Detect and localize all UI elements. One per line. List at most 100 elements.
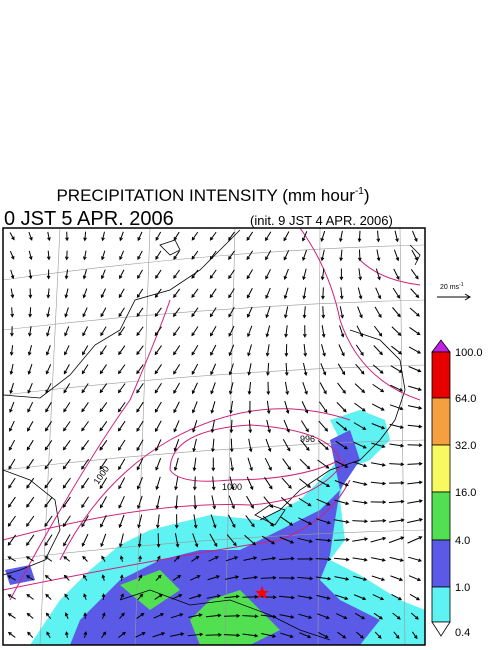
wind-arrow — [174, 505, 179, 510]
wind-arrow — [209, 269, 217, 279]
wind-arrow — [264, 477, 273, 489]
wind-arrow — [228, 313, 232, 318]
wind-arrow — [101, 256, 105, 261]
wind-arrow — [192, 428, 196, 433]
wind-arrow — [391, 326, 402, 336]
wind-arrow — [373, 612, 383, 620]
wind-arrow — [344, 596, 349, 601]
wind-arrow — [46, 294, 51, 299]
wind-arrow — [136, 485, 141, 490]
wind-arrow — [416, 313, 420, 317]
wind-arrow — [63, 383, 71, 393]
wind-arrow — [272, 556, 277, 561]
map-area: 1000 996 1000 — [3, 228, 425, 645]
wind-arrow — [371, 423, 385, 429]
wind-arrow — [29, 269, 32, 279]
wind-arrow — [261, 557, 276, 561]
wind-arrow — [281, 477, 292, 489]
wind-arrow — [45, 351, 50, 356]
wind-arrow — [235, 575, 240, 579]
wind-arrow — [321, 344, 326, 356]
wind-arrow — [262, 515, 274, 527]
wind-arrow — [261, 633, 276, 637]
wind-arrow — [375, 268, 381, 280]
wind-arrow — [417, 387, 422, 392]
wind-arrow — [136, 466, 141, 471]
wind-arrow — [246, 256, 251, 261]
wind-arrow — [83, 631, 88, 636]
wind-arrow — [118, 288, 125, 298]
wind-arrow — [315, 576, 331, 580]
wind-arrow — [248, 448, 253, 453]
wind-arrow — [136, 439, 144, 451]
wind-arrow — [334, 576, 349, 580]
wind-arrow — [63, 542, 67, 547]
wind-arrow — [9, 389, 13, 394]
wind-arrow — [284, 268, 289, 280]
wind-arrow — [45, 421, 53, 431]
wind-arrow — [47, 250, 50, 260]
wind-arrow — [178, 594, 183, 598]
wind-arrow — [10, 275, 15, 280]
wind-arrow — [191, 255, 196, 260]
wind-arrow — [118, 332, 122, 337]
wind-arrow — [119, 256, 123, 261]
wind-arrow — [44, 542, 49, 547]
wind-arrow — [228, 250, 235, 260]
wind-arrow — [154, 382, 162, 394]
wind-arrow — [10, 288, 14, 298]
colorbar — [431, 339, 451, 637]
wind-arrow — [44, 440, 53, 450]
wind-arrow — [392, 287, 400, 299]
wind-arrow — [326, 520, 331, 525]
wind-arrow — [305, 428, 309, 433]
wind-arrow — [81, 446, 85, 451]
wind-arrow — [418, 518, 423, 522]
wind-arrow — [46, 332, 50, 337]
wind-arrow — [154, 389, 159, 394]
wind-arrow — [173, 288, 181, 298]
wind-arrow — [174, 457, 179, 471]
wind-arrow — [324, 427, 329, 432]
wind-arrow — [399, 406, 404, 411]
wind-arrow — [339, 276, 344, 281]
wind-arrow — [396, 294, 401, 299]
wind-arrow — [285, 325, 288, 337]
wind-arrow — [284, 352, 289, 357]
wind-arrow — [191, 332, 195, 337]
wind-arrow — [265, 333, 270, 338]
wind-arrow — [117, 408, 122, 413]
wind-arrow — [155, 575, 162, 581]
wind-arrow — [193, 438, 197, 452]
wind-arrow — [62, 496, 71, 508]
wind-arrow — [137, 237, 141, 242]
wind-arrow — [44, 556, 49, 560]
wind-arrow — [173, 269, 180, 279]
wind-arrow — [46, 631, 51, 639]
wind-arrow — [173, 351, 177, 356]
wind-arrow — [136, 326, 144, 336]
wind-arrow — [81, 496, 89, 508]
wind-arrow — [246, 269, 253, 279]
wind-arrow — [26, 534, 35, 546]
wind-arrow — [191, 307, 199, 317]
wind-arrow — [378, 314, 382, 319]
wind-arrow — [228, 371, 233, 376]
wind-arrow — [303, 344, 306, 356]
wind-arrow — [155, 439, 162, 451]
wind-arrow — [253, 556, 258, 560]
wind-arrow — [29, 236, 33, 241]
wind-arrow — [418, 536, 423, 540]
wind-arrow — [284, 372, 289, 377]
wind-arrow — [118, 364, 126, 374]
wind-arrow — [301, 401, 308, 413]
wind-arrow — [228, 352, 233, 357]
wind-arrow — [371, 403, 385, 411]
wind-arrow — [99, 439, 108, 451]
wind-arrow — [63, 556, 71, 562]
wind-arrow — [371, 462, 385, 466]
wind-arrow — [336, 613, 347, 619]
wind-arrow — [100, 345, 107, 355]
wind-arrow — [357, 287, 362, 299]
